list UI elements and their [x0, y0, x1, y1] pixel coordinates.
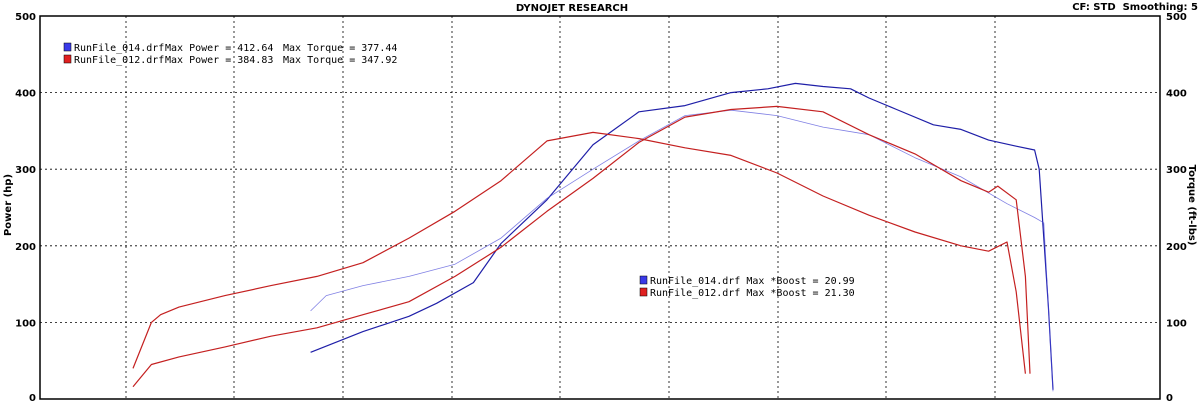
left-tick-5: 500: [15, 12, 36, 23]
legend-torque-014: Max Torque = 377.44: [283, 43, 397, 54]
boost-label-012: RunFile_012.drf Max *Boost = 21.30: [650, 288, 855, 299]
boost-label-014: RunFile_014.drf Max *Boost = 20.99: [650, 276, 855, 287]
left-tick-0: 0: [29, 393, 36, 402]
left-tick-2: 200: [15, 242, 36, 253]
header-right: CF: STD Smoothing: 5: [1072, 2, 1198, 13]
legend-file-014: RunFile_014.drf: [74, 43, 164, 54]
chart-title: DYNOJET RESEARCH: [516, 3, 628, 14]
series-lines: [132, 82, 1054, 392]
series-line-0: [310, 82, 1054, 390]
left-tick-4: 400: [15, 89, 36, 100]
series-line-2: [132, 105, 1031, 388]
left-tick-3: 300: [15, 165, 36, 176]
boost-swatch-014: [639, 275, 648, 285]
right-tick-2: 200: [1166, 242, 1187, 253]
right-tick-1: 100: [1166, 318, 1187, 329]
left-axis-label: Power (hp): [3, 174, 14, 236]
right-tick-0: 0: [1166, 393, 1173, 402]
legend-top: RunFile_014.drf Max Power = 412.64 Max T…: [63, 42, 397, 66]
boost-swatch-012: [639, 287, 648, 297]
plot-frame: [39, 15, 1161, 400]
right-tick-3: 300: [1166, 165, 1187, 176]
legend-torque-012: Max Torque = 347.92: [283, 55, 397, 66]
legend-power-014: Max Power = 412.64: [165, 43, 273, 54]
series-line-3: [132, 131, 1026, 374]
left-tick-1: 100: [15, 318, 36, 329]
legend-file-012: RunFile_012.drf: [74, 55, 164, 66]
right-tick-labels: 0 100 200 300 400 500: [1166, 12, 1187, 402]
legend-boost: RunFile_014.drf Max *Boost = 20.99 RunFi…: [639, 275, 855, 299]
right-tick-5: 500: [1166, 12, 1187, 23]
right-tick-4: 400: [1166, 89, 1187, 100]
legend-swatch-012: [63, 54, 72, 64]
legend-swatch-014: [63, 42, 72, 52]
legend-power-012: Max Power = 384.83: [165, 55, 273, 66]
grid-lines: [40, 16, 1160, 399]
left-tick-labels: 0 100 200 300 400 500: [15, 12, 36, 402]
right-axis-label: Torque (ft-lbs): [1186, 165, 1197, 246]
